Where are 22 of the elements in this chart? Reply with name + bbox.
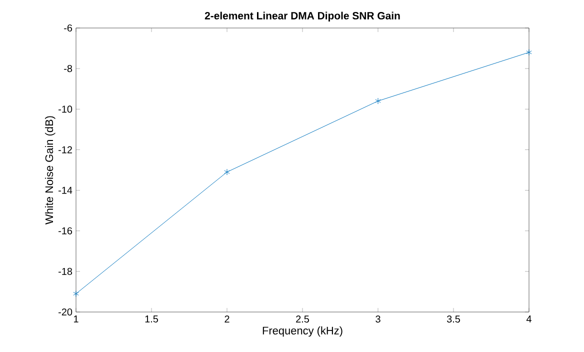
point [224,168,230,176]
point [375,98,381,104]
x-tick-label: 4 [526,316,532,322]
x-tick-label: 2 [224,316,230,322]
y-tick-label: -6 [64,24,72,32]
x-tick-label: 1.5 [145,316,158,322]
y-tick-label: -14 [58,186,72,194]
point [526,49,532,56]
y-tick-label: -18 [58,268,72,275]
chart-title: 2-element Linear DMA Dipole SNR Gain [204,12,400,22]
y-tick-label: -16 [58,227,72,234]
x-tick-label: 2.5 [296,316,310,323]
x-tick-label: 3 [376,316,380,323]
y-tick-label: -10 [58,106,72,113]
x-tick-label: 1 [74,316,78,322]
x-axis-title: Frequency (kHz) [262,326,342,337]
y-tick-label: -20 [58,308,72,316]
point [73,290,79,297]
y-tick-label: -12 [58,146,72,154]
x-tick-label: 3.5 [446,316,460,323]
y-axis-title: White Noise Gain (dB) [45,116,56,224]
y-tick-label: -8 [64,65,72,72]
